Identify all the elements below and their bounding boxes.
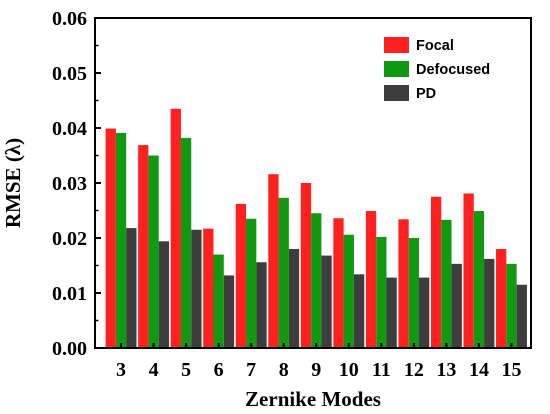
x-tick-label: 10: [339, 359, 359, 381]
legend-label-pd: PD: [416, 86, 436, 102]
y-axis-title: RMSE (λ): [1, 138, 25, 228]
bar-pd-15: [516, 284, 527, 348]
y-tick-label: 0.03: [52, 173, 87, 195]
bar-defocused-9: [311, 213, 322, 348]
bar-pd-4: [158, 241, 170, 348]
bar-pd-6: [223, 275, 235, 348]
bar-focal-6: [203, 228, 214, 348]
x-tick-label: 15: [501, 359, 521, 381]
bar-focal-5: [170, 108, 181, 348]
bar-pd-3: [126, 228, 137, 348]
bar-defocused-3: [115, 132, 127, 348]
bar-pd-5: [191, 229, 202, 348]
legend-swatch-pd: [384, 85, 409, 101]
x-tick-label: 9: [311, 359, 321, 381]
x-tick-label: 4: [149, 359, 159, 381]
x-tick-label: 14: [469, 359, 489, 381]
bar-defocused-6: [213, 254, 224, 348]
bar-defocused-14: [473, 211, 485, 348]
bar-pd-7: [256, 262, 267, 348]
y-axis-ticks: 0.00 0.01 0.02 0.03 0.04 0.05 0.06: [52, 8, 101, 360]
bar-pd-14: [484, 258, 495, 348]
bar-focal-11: [365, 211, 377, 348]
x-tick-label: 7: [246, 359, 256, 381]
y-tick-label: 0.04: [52, 118, 87, 140]
x-axis-title: Zernike Modes: [245, 387, 381, 411]
bar-defocused-15: [506, 263, 517, 348]
x-tick-label: 13: [436, 359, 456, 381]
bar-defocused-8: [278, 197, 289, 348]
bar-pd-9: [321, 255, 332, 348]
bar-defocused-10: [343, 234, 354, 348]
x-axis-ticks: 3 4 5 6 7 8 9 10 11 12 13 14 15: [116, 343, 521, 381]
bar-focal-12: [398, 219, 409, 348]
bar-defocused-7: [246, 218, 257, 348]
x-tick-label: 8: [279, 359, 289, 381]
bar-pd-12: [419, 277, 430, 348]
bar-group: [105, 108, 527, 348]
bar-focal-10: [333, 218, 344, 348]
bar-focal-7: [235, 203, 247, 348]
bar-pd-8: [288, 249, 300, 348]
bar-defocused-4: [148, 155, 159, 348]
bar-focal-14: [463, 193, 474, 348]
y-tick-label: 0.01: [52, 283, 87, 305]
y-tick-label: 0.06: [52, 8, 87, 30]
x-tick-label: 6: [214, 359, 224, 381]
x-tick-label: 12: [404, 359, 424, 381]
y-tick-label: 0.02: [52, 228, 87, 250]
legend-swatch-defocused: [384, 61, 409, 77]
x-tick-label: 5: [181, 359, 191, 381]
bar-defocused-12: [408, 238, 420, 348]
y-tick-label: 0.05: [52, 63, 87, 85]
legend: Focal Defocused PD: [384, 37, 490, 102]
legend-swatch-focal: [384, 37, 409, 53]
bar-pd-13: [451, 263, 462, 348]
y-tick-label: 0.00: [52, 338, 87, 360]
legend-label-defocused: Defocused: [416, 62, 490, 78]
bar-defocused-5: [180, 137, 192, 348]
bar-focal-15: [496, 249, 507, 348]
bar-defocused-13: [441, 219, 452, 348]
bar-defocused-11: [376, 236, 387, 348]
bar-focal-3: [105, 128, 116, 348]
legend-label-focal: Focal: [416, 38, 454, 54]
x-tick-label: 11: [372, 359, 391, 381]
bar-focal-8: [268, 174, 279, 348]
bar-focal-4: [138, 145, 149, 348]
bar-focal-13: [430, 196, 442, 348]
bar-pd-11: [386, 277, 397, 348]
bar-focal-9: [300, 183, 312, 348]
x-tick-label: 3: [116, 359, 126, 381]
bar-pd-10: [353, 274, 365, 348]
